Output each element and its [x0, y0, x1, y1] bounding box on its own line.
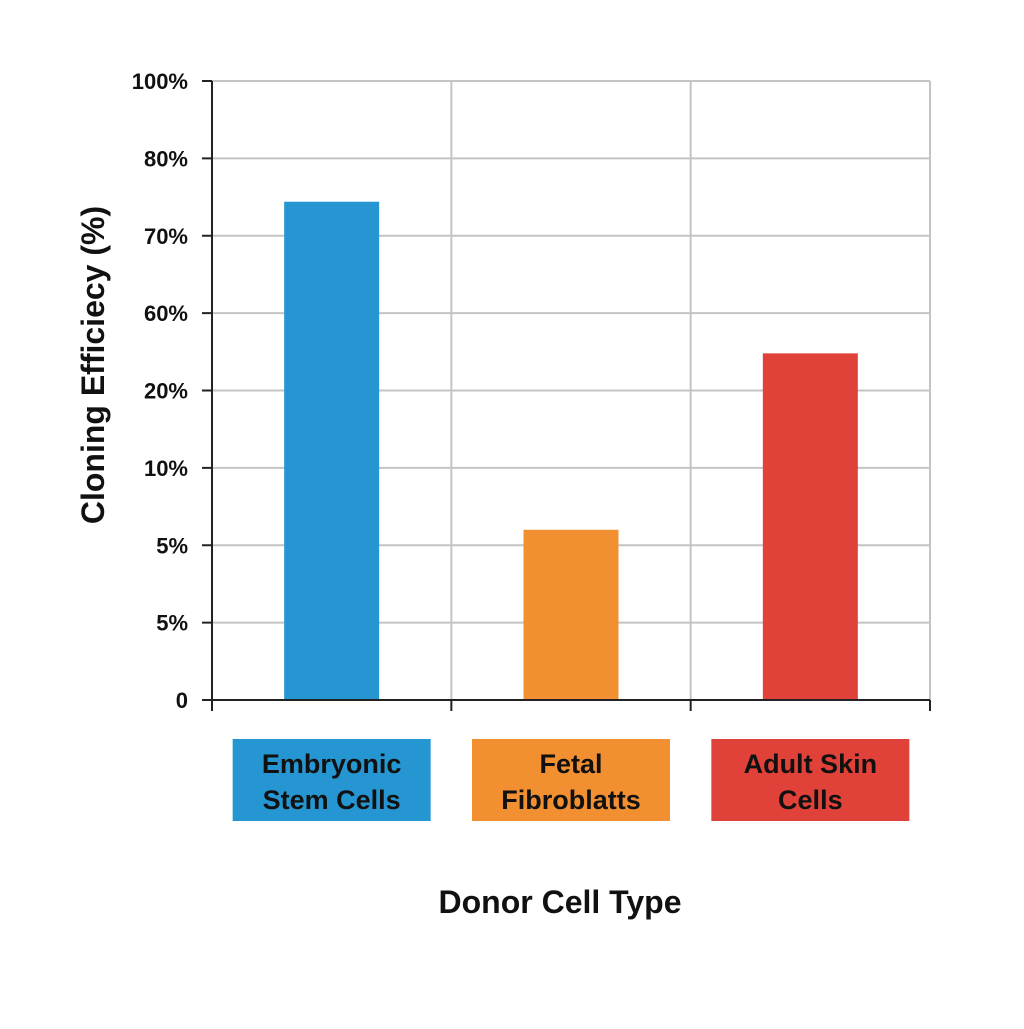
- category-labels: Embryonic Stem Cells Fetal Fibroblatts Adult…: [232, 739, 910, 821]
- y-tick-label: 0: [176, 688, 188, 713]
- category-label: Fetal: [539, 749, 602, 779]
- y-axis-label: Cloning Efficiecy (%): [75, 206, 111, 524]
- bars: [284, 201, 858, 700]
- y-tick-label: 10%: [144, 456, 188, 481]
- bar-3: [762, 353, 858, 700]
- category-box-2: [472, 739, 670, 821]
- category-box-1: [232, 739, 431, 821]
- bar-2: [523, 529, 619, 700]
- y-tick-label: 20%: [144, 379, 188, 404]
- x-axis-label: Donor Cell Type: [439, 884, 682, 920]
- category-label: Cells: [778, 785, 843, 815]
- category-label: Stem Cells: [263, 785, 401, 815]
- category-label: Embryonic: [262, 749, 402, 779]
- y-tick-label: 70%: [144, 224, 188, 249]
- y-tick-label: 5%: [156, 533, 188, 558]
- y-tick-label: 60%: [144, 301, 188, 326]
- axes: [202, 80, 931, 711]
- category-box-3: [711, 739, 910, 821]
- y-tick-labels: 0 5% 5% 10% 20% 60% 70% 80% 100%: [132, 69, 188, 713]
- y-tick-label: 80%: [144, 146, 188, 171]
- category-label: Fibroblatts: [501, 785, 641, 815]
- y-tick-label: 5%: [156, 611, 188, 636]
- bar-1: [284, 201, 380, 700]
- y-tick-label: 100%: [132, 69, 188, 94]
- category-label: Adult Skin: [744, 749, 878, 779]
